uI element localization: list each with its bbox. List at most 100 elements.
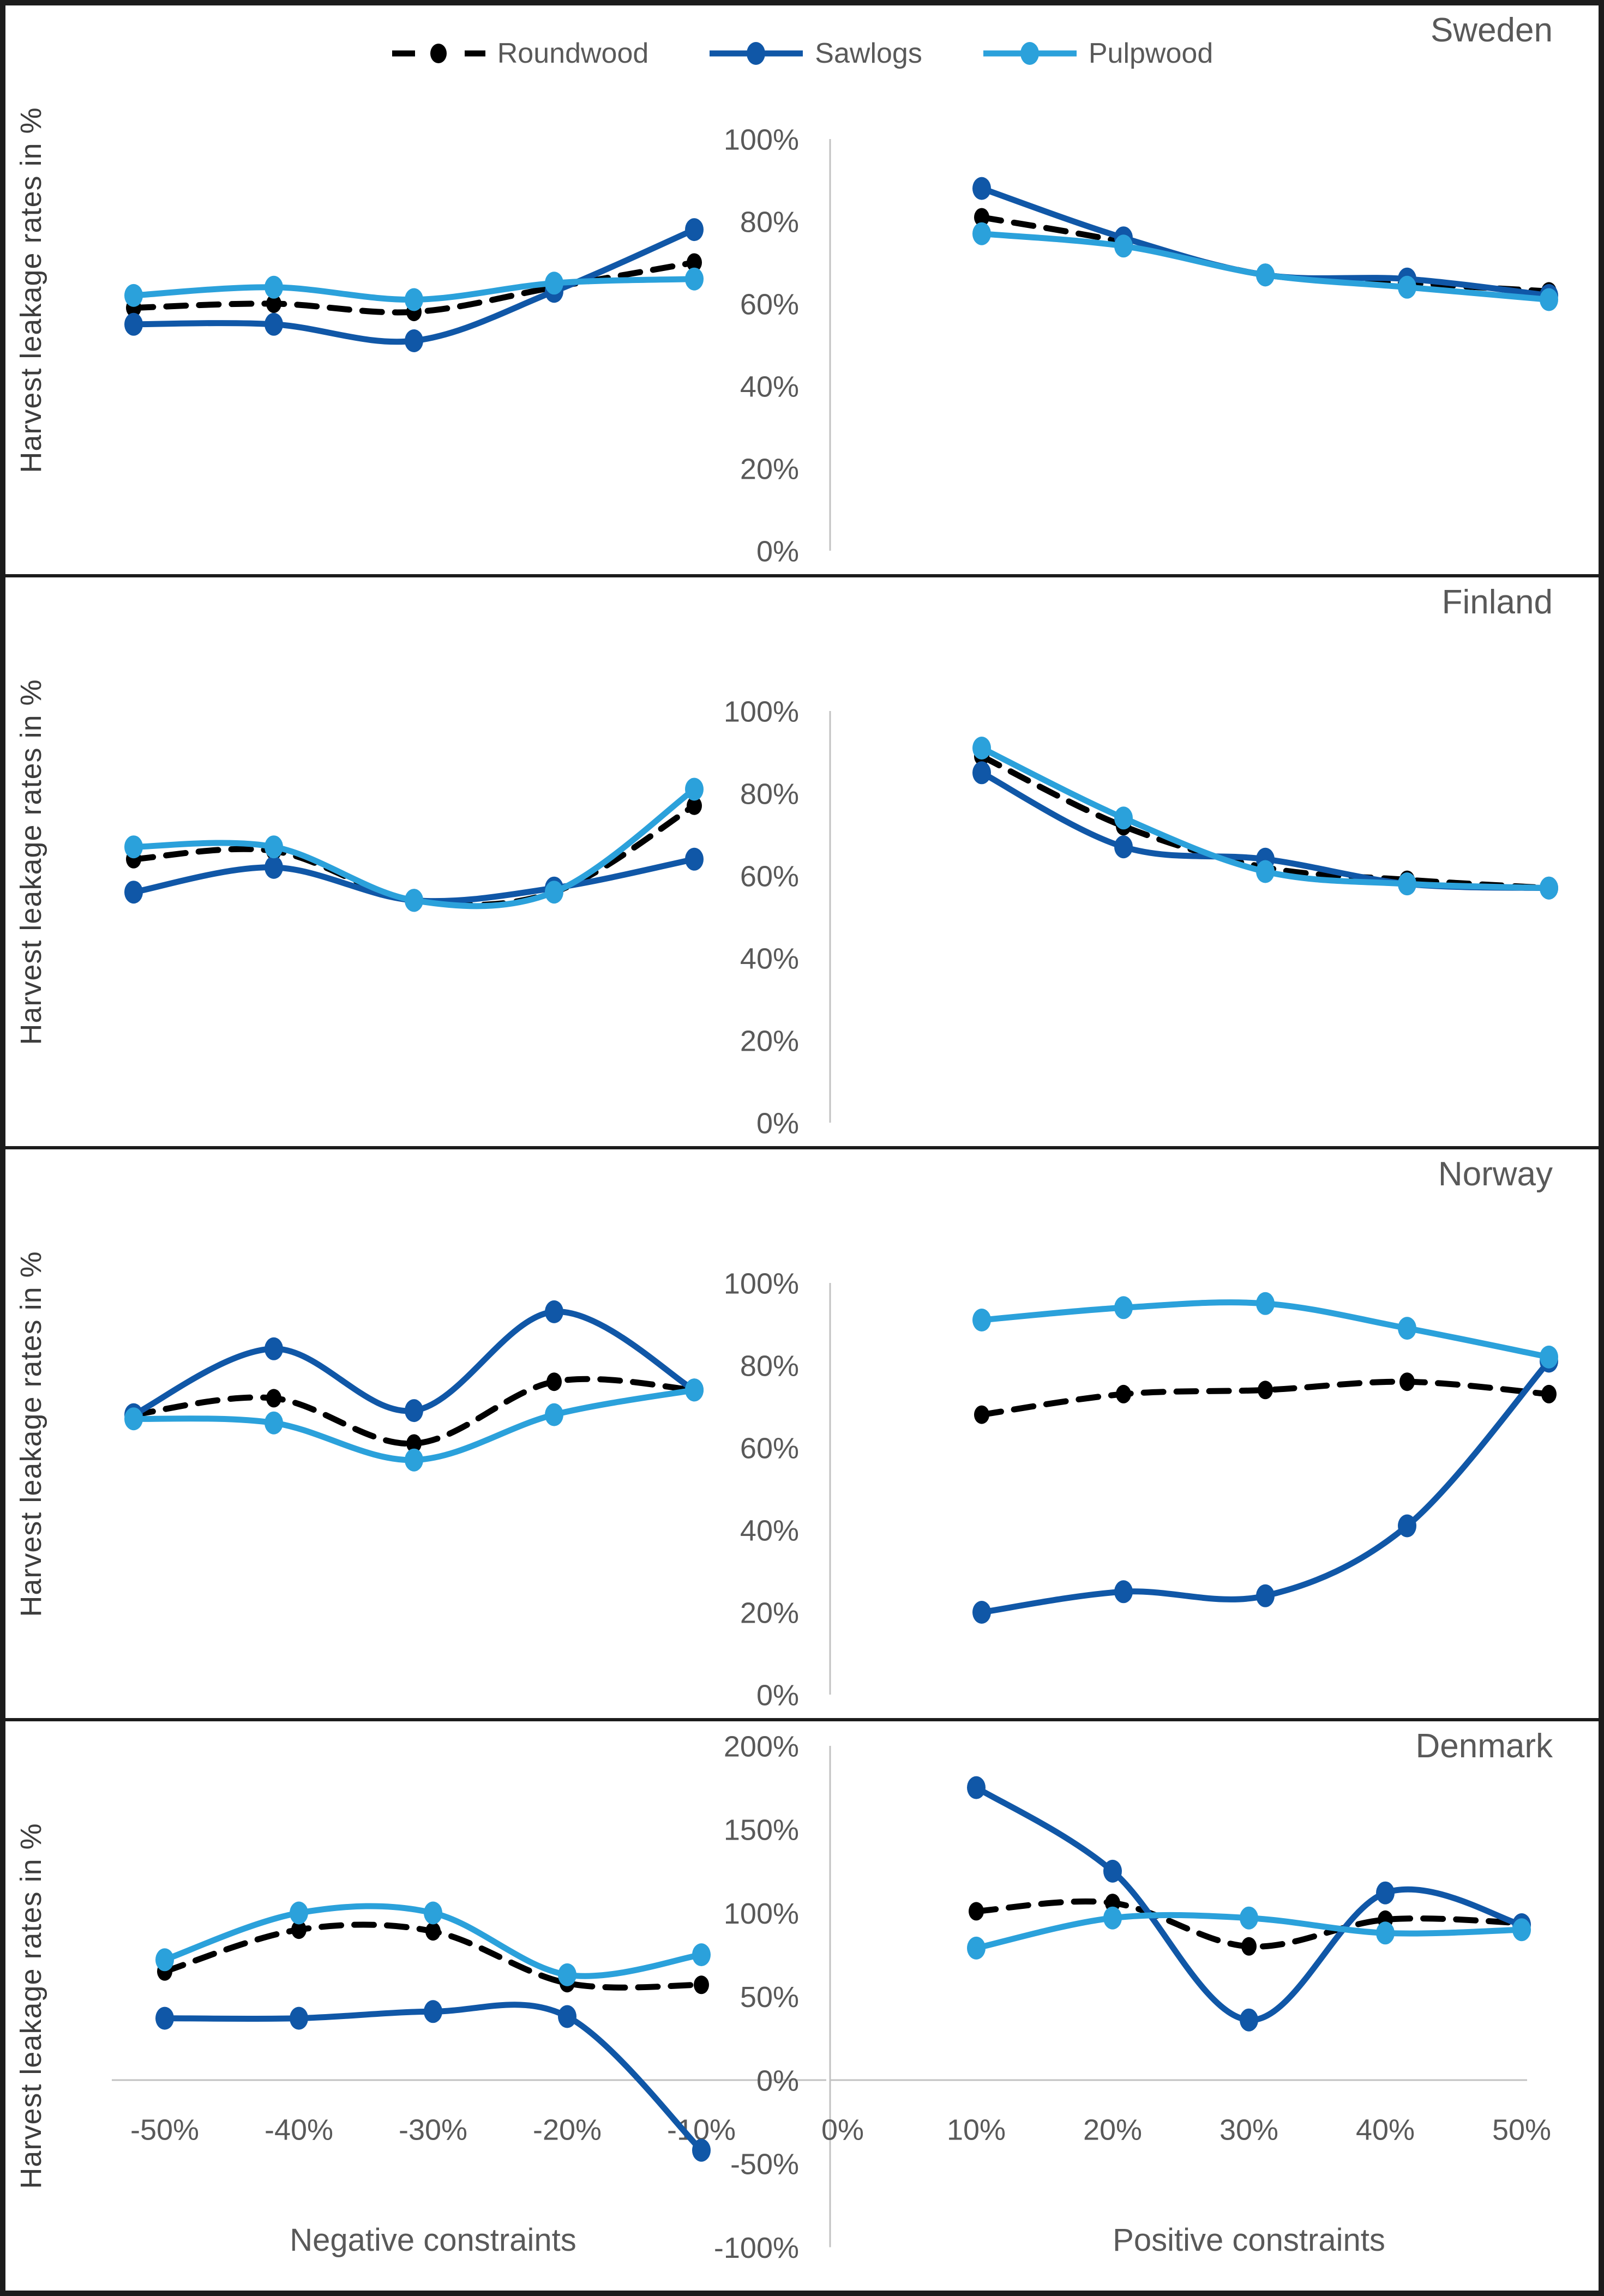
x-tick-label: -50% — [130, 2113, 199, 2146]
series-line-roundwood-negative — [130, 803, 698, 908]
panel-norway: Harvest leakage rates in % Norway 100% 80… — [5, 1146, 1599, 1718]
pulpwood-line-icon — [983, 42, 1077, 65]
y-tick-label: 100% — [724, 1267, 799, 1300]
data-point-pulpwood — [692, 1943, 711, 1967]
data-point-sawlogs — [692, 2138, 711, 2162]
legend-label-sawlogs: Sawlogs — [815, 38, 922, 69]
data-point-sawlogs — [685, 847, 704, 871]
data-point-sawlogs — [967, 1776, 986, 1799]
data-point-pulpwood — [967, 1936, 986, 1960]
data-point-sawlogs — [265, 1337, 283, 1360]
x-tick-label-zero: 0% — [821, 2113, 864, 2146]
x-tick-label: 20% — [1083, 2113, 1142, 2146]
data-point-pulpwood — [124, 1407, 143, 1431]
data-point-roundwood — [687, 253, 702, 272]
y-tick-label: -100% — [714, 2232, 799, 2264]
roundwood-dashed-line-icon — [392, 44, 485, 63]
data-point-sawlogs — [685, 218, 704, 242]
x-tick-label: 50% — [1492, 2113, 1551, 2146]
y-tick-label: 80% — [740, 778, 799, 810]
y-tick-label: 0% — [756, 1107, 799, 1140]
panel-finland: Harvest leakage rates in % Finland 100% 8… — [5, 574, 1599, 1146]
x-tick-label: 30% — [1219, 2113, 1278, 2146]
data-point-pulpwood — [1256, 263, 1275, 287]
y-tick-label: 80% — [740, 206, 799, 238]
data-point-sawlogs — [265, 312, 283, 336]
data-point-pulpwood — [545, 272, 563, 295]
data-point-pulpwood — [265, 275, 283, 299]
legend-item-sawlogs: Sawlogs — [708, 37, 922, 70]
data-point-pulpwood — [424, 1901, 442, 1925]
y-tick-label: 40% — [740, 942, 799, 975]
data-point-pulpwood — [1103, 1906, 1122, 1930]
y-tick-label: 0% — [756, 535, 799, 568]
data-point-roundwood — [1399, 1372, 1415, 1391]
data-point-roundwood — [969, 1902, 984, 1921]
data-point-roundwood — [1258, 1381, 1273, 1400]
y-tick-label: 0% — [756, 2064, 799, 2097]
y-tick-label: 60% — [740, 860, 799, 893]
data-point-pulpwood — [972, 222, 991, 245]
x-tick-label: -40% — [265, 2113, 333, 2146]
data-point-sawlogs — [405, 1399, 423, 1423]
data-point-pulpwood — [1256, 860, 1275, 883]
data-point-sawlogs — [1114, 835, 1133, 859]
x-tick-label: 40% — [1356, 2113, 1415, 2146]
data-point-pulpwood — [685, 1378, 704, 1402]
x-tick-label: -30% — [399, 2113, 467, 2146]
y-tick-label: 60% — [740, 1432, 799, 1465]
data-point-sawlogs — [405, 329, 423, 352]
panel-title-denmark: Denmark — [1415, 1727, 1553, 1765]
data-point-pulpwood — [405, 288, 423, 311]
data-point-roundwood — [1116, 1384, 1131, 1403]
chart-denmark: 200% 150% 100% 50% 0% -50% -100% -50% -40% -30% -2… — [112, 1730, 1551, 2264]
chart-sweden: 100% 80% 60% 40% 20% 0% — [124, 123, 1558, 568]
data-point-pulpwood — [685, 778, 704, 801]
y-tick-label: 20% — [740, 453, 799, 485]
data-point-roundwood — [974, 1405, 989, 1424]
data-point-pulpwood — [405, 889, 423, 912]
data-point-sawlogs — [1376, 1881, 1395, 1905]
data-point-pulpwood — [545, 881, 563, 904]
y-tick-label: 200% — [724, 1730, 799, 1763]
data-point-sawlogs — [1240, 2008, 1258, 2032]
y-tick-label: 150% — [724, 1814, 799, 1847]
data-point-pulpwood — [1114, 806, 1133, 830]
data-point-pulpwood — [405, 1448, 423, 1472]
data-point-sawlogs — [972, 761, 991, 785]
data-point-roundwood — [1241, 1937, 1257, 1956]
x-tick-label: 10% — [947, 2113, 1006, 2146]
series-line-roundwood-negative — [130, 1376, 698, 1447]
panel-title-norway: Norway — [1438, 1155, 1553, 1193]
data-point-roundwood — [266, 1389, 281, 1408]
data-point-sawlogs — [1103, 1859, 1122, 1883]
data-point-pulpwood — [972, 1309, 991, 1331]
data-point-sawlogs — [424, 2000, 442, 2023]
series-line-sawlogs-negative — [130, 226, 698, 345]
data-point-pulpwood — [1540, 876, 1558, 900]
data-point-pulpwood — [685, 267, 704, 291]
data-point-roundwood — [425, 1922, 441, 1941]
panel-title-finland: Finland — [1441, 583, 1553, 621]
data-point-pulpwood — [1398, 1317, 1416, 1340]
data-point-pulpwood — [1256, 1292, 1275, 1315]
legend-marker — [430, 44, 447, 63]
y-tick-label: 100% — [724, 1897, 799, 1930]
y-tick-label: 50% — [740, 1981, 799, 2014]
data-point-pulpwood — [265, 1411, 283, 1435]
data-point-roundwood — [291, 1920, 307, 1939]
data-point-sawlogs — [1398, 1514, 1416, 1538]
data-point-sawlogs — [124, 881, 143, 904]
data-point-sawlogs — [1256, 1584, 1275, 1607]
y-tick-label: 60% — [740, 288, 799, 321]
data-point-pulpwood — [1376, 1921, 1395, 1945]
y-tick-label: -50% — [730, 2148, 799, 2181]
data-point-pulpwood — [972, 737, 991, 760]
data-point-pulpwood — [1540, 288, 1558, 311]
data-point-sawlogs — [545, 1300, 563, 1323]
data-point-roundwood — [266, 294, 281, 313]
data-point-sawlogs — [558, 2005, 576, 2028]
chart-finland: 100% 80% 60% 40% 20% 0% — [124, 695, 1558, 1140]
data-point-pulpwood — [265, 835, 283, 859]
data-point-pulpwood — [1540, 1345, 1558, 1369]
